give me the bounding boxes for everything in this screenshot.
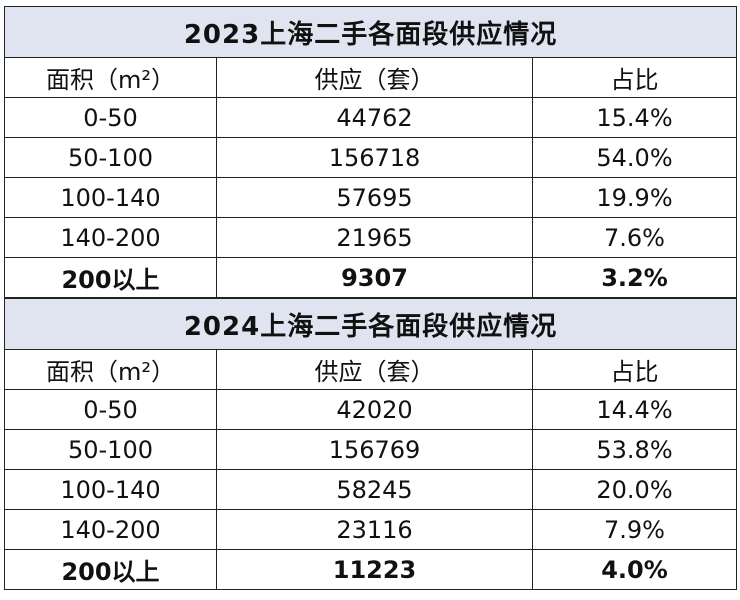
- header-cell: 供应（套）: [216, 349, 533, 390]
- data-cell: 4.0%: [531, 549, 738, 590]
- data-row: 0-50 42020 14.4%: [4, 389, 738, 430]
- data-cell: 140-200: [4, 509, 217, 550]
- supply-table: 2023上海二手各面段供应情况 面积（m²） 供应（套） 占比 0-50 44762 15.…: [3, 6, 738, 298]
- table-title: 2023上海二手各面段供应情况: [3, 6, 738, 58]
- data-cell: 7.6%: [531, 217, 738, 258]
- header-cell: 面积（m²）: [4, 349, 217, 390]
- data-row: 100-140 57695 19.9%: [4, 177, 738, 218]
- data-cell: 14.4%: [531, 389, 738, 430]
- data-cell: 9307: [216, 257, 533, 298]
- header-row: 面积（m²） 供应（套） 占比: [4, 349, 738, 390]
- data-cell: 54.0%: [531, 137, 738, 178]
- table-title: 2024上海二手各面段供应情况: [3, 298, 738, 350]
- data-cell: 50-100: [4, 137, 217, 178]
- data-cell: 19.9%: [531, 177, 738, 218]
- data-cell: 156769: [216, 429, 533, 470]
- data-cell: 50-100: [4, 429, 217, 470]
- data-cell: 11223: [216, 549, 533, 590]
- data-cell: 57695: [216, 177, 533, 218]
- data-row: 0-50 44762 15.4%: [4, 97, 738, 138]
- data-cell: 20.0%: [531, 469, 738, 510]
- data-cell: 0-50: [4, 97, 217, 138]
- supply-table: 2024上海二手各面段供应情况 面积（m²） 供应（套） 占比 0-50 42020 14.…: [3, 298, 738, 590]
- data-cell: 42020: [216, 389, 533, 430]
- header-cell: 供应（套）: [216, 57, 533, 98]
- data-row: 140-200 21965 7.6%: [4, 217, 738, 258]
- title-row: 2024上海二手各面段供应情况: [3, 298, 738, 350]
- data-cell: 156718: [216, 137, 533, 178]
- data-cell: 3.2%: [531, 257, 738, 298]
- data-row: 140-200 23116 7.9%: [4, 509, 738, 550]
- data-row: 200以上 11223 4.0%: [4, 549, 738, 590]
- data-cell: 23116: [216, 509, 533, 550]
- header-cell: 占比: [531, 57, 738, 98]
- header-cell: 占比: [531, 349, 738, 390]
- data-cell: 100-140: [4, 469, 217, 510]
- title-row: 2023上海二手各面段供应情况: [3, 6, 738, 58]
- data-row: 100-140 58245 20.0%: [4, 469, 738, 510]
- header-row: 面积（m²） 供应（套） 占比: [4, 57, 738, 98]
- data-row: 50-100 156769 53.8%: [4, 429, 738, 470]
- data-cell: 15.4%: [531, 97, 738, 138]
- header-cell: 面积（m²）: [4, 57, 217, 98]
- data-cell: 53.8%: [531, 429, 738, 470]
- data-cell: 44762: [216, 97, 533, 138]
- data-cell: 0-50: [4, 389, 217, 430]
- data-cell: 21965: [216, 217, 533, 258]
- data-cell: 140-200: [4, 217, 217, 258]
- data-cell: 200以上: [4, 549, 217, 590]
- data-cell: 100-140: [4, 177, 217, 218]
- data-cell: 200以上: [4, 257, 217, 298]
- data-row: 50-100 156718 54.0%: [4, 137, 738, 178]
- data-cell: 58245: [216, 469, 533, 510]
- data-cell: 7.9%: [531, 509, 738, 550]
- data-row: 200以上 9307 3.2%: [4, 257, 738, 298]
